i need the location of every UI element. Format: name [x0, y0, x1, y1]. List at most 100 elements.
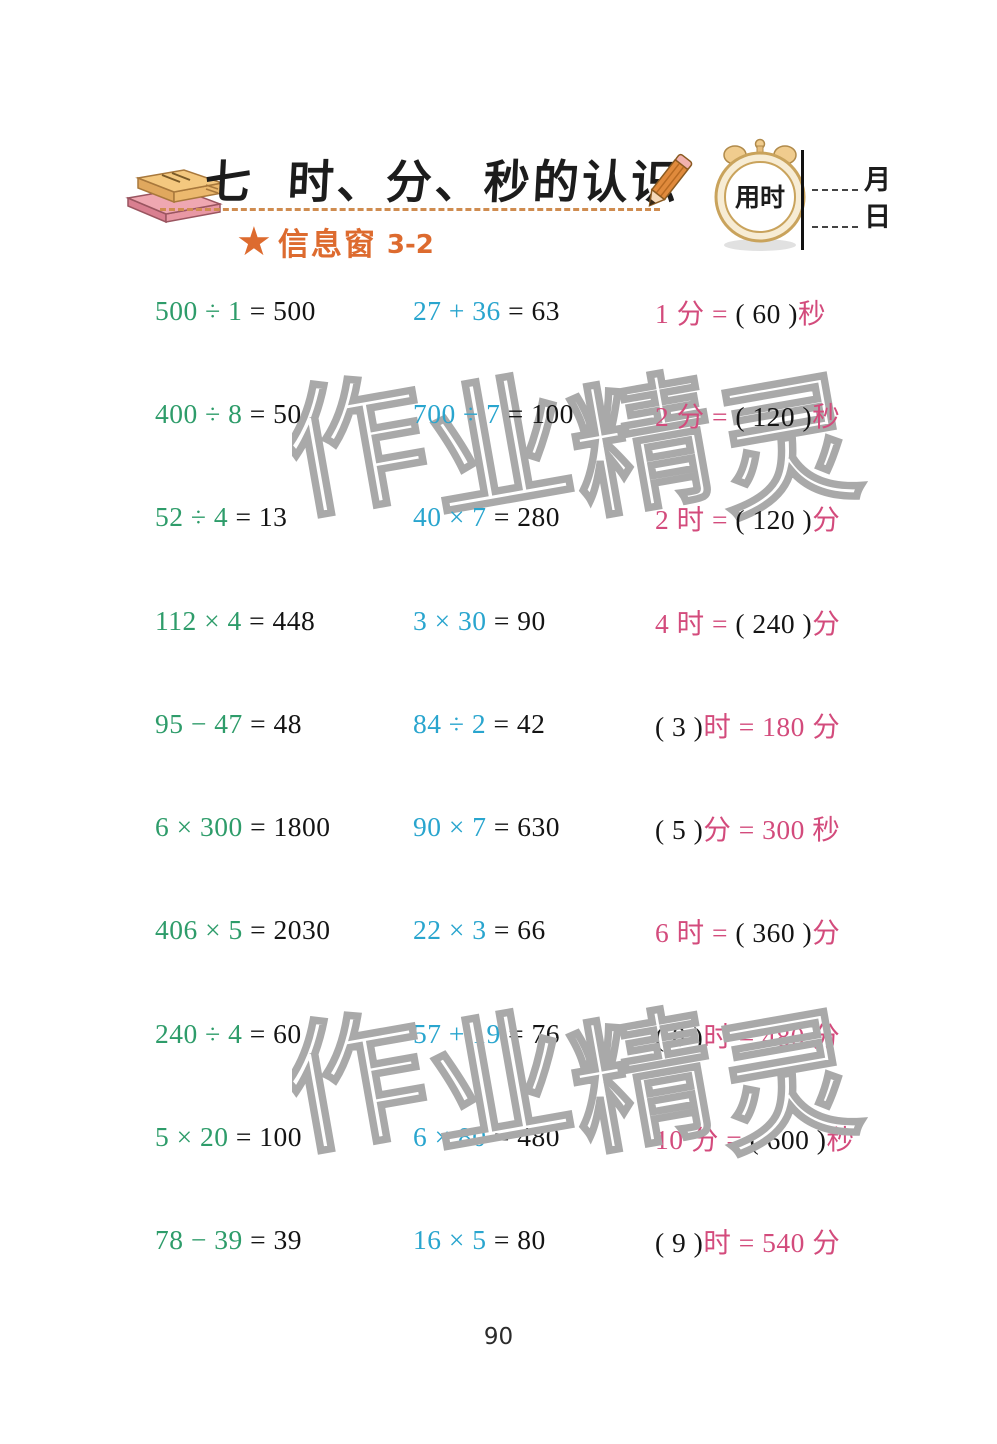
expression-segment: 6 × 80 — [413, 1121, 494, 1153]
expression-segment: 90 × 7 — [413, 811, 494, 843]
answer-segment: ( 8 ) — [655, 1020, 704, 1052]
problem: 84 ÷ 2 = 42 — [413, 708, 655, 740]
expression-segment: 27 + 36 — [413, 294, 509, 326]
expression-segment: 112 × 4 — [155, 604, 250, 636]
expression-segment: 时 = 180 分 — [703, 710, 841, 742]
answer-segment: = 100 — [507, 397, 574, 429]
expression-segment: 分 — [812, 504, 841, 536]
answer-segment: = 39 — [250, 1224, 303, 1256]
answer-segment: = 630 — [493, 811, 561, 843]
answer-segment: = 48 — [250, 707, 303, 739]
problem: 6 × 300 = 1800 — [155, 811, 413, 843]
expression-segment: 6 时 = — [655, 917, 736, 949]
month-field: 月 — [812, 160, 922, 197]
expression-segment: 时 = 480 分 — [703, 1020, 841, 1052]
problem: ( 8 )时 = 480 分 — [655, 1014, 915, 1054]
expression-segment: 95 − 47 — [155, 707, 251, 739]
answer-segment: ( 3 ) — [655, 710, 704, 742]
expression-segment: 500 ÷ 1 — [155, 294, 250, 326]
problem: 3 × 30 = 90 — [413, 605, 655, 637]
problem: 700 ÷ 7 = 100 — [413, 398, 655, 430]
problem: 240 ÷ 4 = 60 — [155, 1018, 413, 1050]
problem: 112 × 4 = 448 — [155, 605, 413, 637]
problem: 406 × 5 = 2030 — [155, 914, 413, 946]
books-icon — [125, 169, 225, 224]
problem: 52 ÷ 4 = 13 — [155, 501, 413, 533]
expression-segment: 400 ÷ 8 — [155, 397, 250, 429]
expression-segment: 22 × 3 — [413, 914, 494, 946]
answer-segment: = 100 — [235, 1121, 303, 1153]
expression-segment: 秒 — [812, 400, 841, 432]
expression-segment: 时 = 540 分 — [703, 1227, 841, 1259]
answer-segment: = 80 — [493, 1224, 546, 1256]
header-divider — [801, 150, 804, 250]
timer-label: 用时 — [735, 183, 785, 212]
expression-segment: 57 + 19 — [413, 1017, 509, 1049]
problem: 10 分 = ( 600 )秒 — [655, 1117, 915, 1157]
expression-segment: 16 × 5 — [413, 1224, 494, 1256]
expression-segment: 分 — [812, 607, 841, 639]
answer-segment: = 90 — [493, 604, 546, 636]
problem: 16 × 5 = 80 — [413, 1224, 655, 1256]
answer-segment: = 2030 — [250, 914, 331, 946]
stopwatch-icon: 用时 — [714, 138, 806, 251]
answer-segment: = 50 — [249, 397, 302, 429]
problem: 6 × 80 = 480 — [413, 1121, 655, 1153]
answer-segment: ( 9 ) — [655, 1227, 704, 1259]
problem: 95 − 47 = 48 — [155, 708, 413, 740]
day-blank — [812, 224, 858, 228]
day-label: 日 — [864, 202, 891, 233]
problem: 27 + 36 = 63 — [413, 295, 655, 327]
problem: 2 时 = ( 120 )分 — [655, 497, 915, 537]
problem: ( 5 )分 = 300 秒 — [655, 807, 915, 847]
problem: 5 × 20 = 100 — [155, 1121, 413, 1153]
answer-segment: = 1800 — [250, 811, 331, 843]
problem: 400 ÷ 8 = 50 — [155, 398, 413, 430]
answer-segment: = 42 — [493, 707, 546, 739]
expression-segment: 分 = 300 秒 — [703, 814, 841, 846]
answer-segment: ( 360 ) — [735, 917, 813, 949]
expression-segment: 分 — [812, 917, 841, 949]
answer-segment: ( 600 ) — [749, 1124, 827, 1156]
expression-segment: 4 时 = — [655, 607, 736, 639]
unit-number: 七 — [203, 155, 256, 209]
expression-segment: 2 时 = — [655, 504, 736, 536]
answer-segment: ( 120 ) — [735, 504, 813, 536]
problem: 6 时 = ( 360 )分 — [655, 910, 915, 950]
problem: 78 − 39 = 39 — [155, 1224, 413, 1256]
page-number: 90 — [483, 1324, 514, 1350]
answer-segment: ( 240 ) — [735, 607, 813, 639]
problem: 2 分 = ( 120 )秒 — [655, 394, 915, 434]
answer-segment: = 63 — [508, 294, 561, 326]
unit-title: 时、分、秒的认识 — [286, 155, 682, 209]
answer-segment: = 500 — [249, 294, 316, 326]
expression-segment: 1 分 = — [655, 297, 736, 329]
problem: 40 × 7 = 280 — [413, 501, 655, 533]
answer-segment: ( 5 ) — [655, 814, 704, 846]
expression-segment: 秒 — [826, 1124, 855, 1156]
answer-segment: = 13 — [235, 501, 288, 533]
problems: 500 ÷ 1 = 500 27 + 36 = 63 1 分 = ( 60 )秒 40… — [155, 259, 915, 1292]
problem: 57 + 19 = 76 — [413, 1018, 655, 1050]
answer-segment: = 448 — [249, 604, 316, 636]
month-label: 月 — [864, 165, 891, 196]
expression-segment: 3 × 30 — [413, 604, 494, 636]
expression-segment: 2 分 = — [655, 400, 736, 432]
answer-segment: = 280 — [493, 501, 561, 533]
answer-segment: = 66 — [493, 914, 546, 946]
star-icon: ★ — [236, 218, 272, 265]
problem: ( 9 )时 = 540 分 — [655, 1220, 915, 1260]
expression-segment: 5 × 20 — [155, 1121, 236, 1153]
problem: 90 × 7 = 630 — [413, 811, 655, 843]
expression-segment: 406 × 5 — [155, 914, 251, 946]
problem: 4 时 = ( 240 )分 — [655, 601, 915, 641]
problem: 22 × 3 = 66 — [413, 914, 655, 946]
section-label: 信息窗 — [277, 227, 377, 263]
page-title: 七 时、分、秒的认识 — [203, 146, 681, 212]
expression-segment: 40 × 7 — [413, 501, 494, 533]
expression-segment: 6 × 300 — [155, 811, 251, 843]
expression-segment: 52 ÷ 4 — [155, 501, 236, 533]
expression-segment: 秒 — [797, 297, 826, 329]
month-blank — [812, 187, 858, 191]
